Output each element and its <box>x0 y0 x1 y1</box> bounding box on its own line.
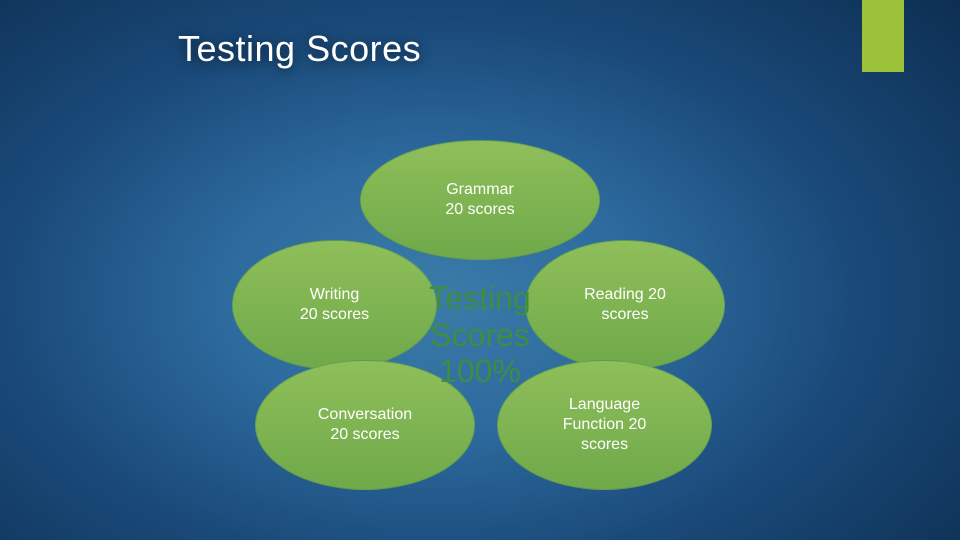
center-line-1: Testing <box>429 280 530 317</box>
petal-label: Conversation <box>318 405 412 425</box>
center-circle: Testing Scores 100% <box>380 235 580 435</box>
petal-sub: Function 20 <box>563 415 647 435</box>
center-line-2: Scores <box>430 317 530 354</box>
petal-sub: 20 scores <box>330 425 399 445</box>
petal-label: Reading 20 <box>584 285 666 305</box>
flower-diagram: Grammar 20 scores Writing 20 scores Read… <box>0 0 960 540</box>
center-line-3: 100% <box>439 353 521 390</box>
petal-sub: 20 scores <box>445 200 514 220</box>
petal-sub2: scores <box>581 435 628 455</box>
petal-label: Grammar <box>446 180 514 200</box>
petal-sub: 20 scores <box>300 305 369 325</box>
petal-label: Language <box>569 395 640 415</box>
petal-label: Writing <box>310 285 360 305</box>
petal-sub: scores <box>601 305 648 325</box>
